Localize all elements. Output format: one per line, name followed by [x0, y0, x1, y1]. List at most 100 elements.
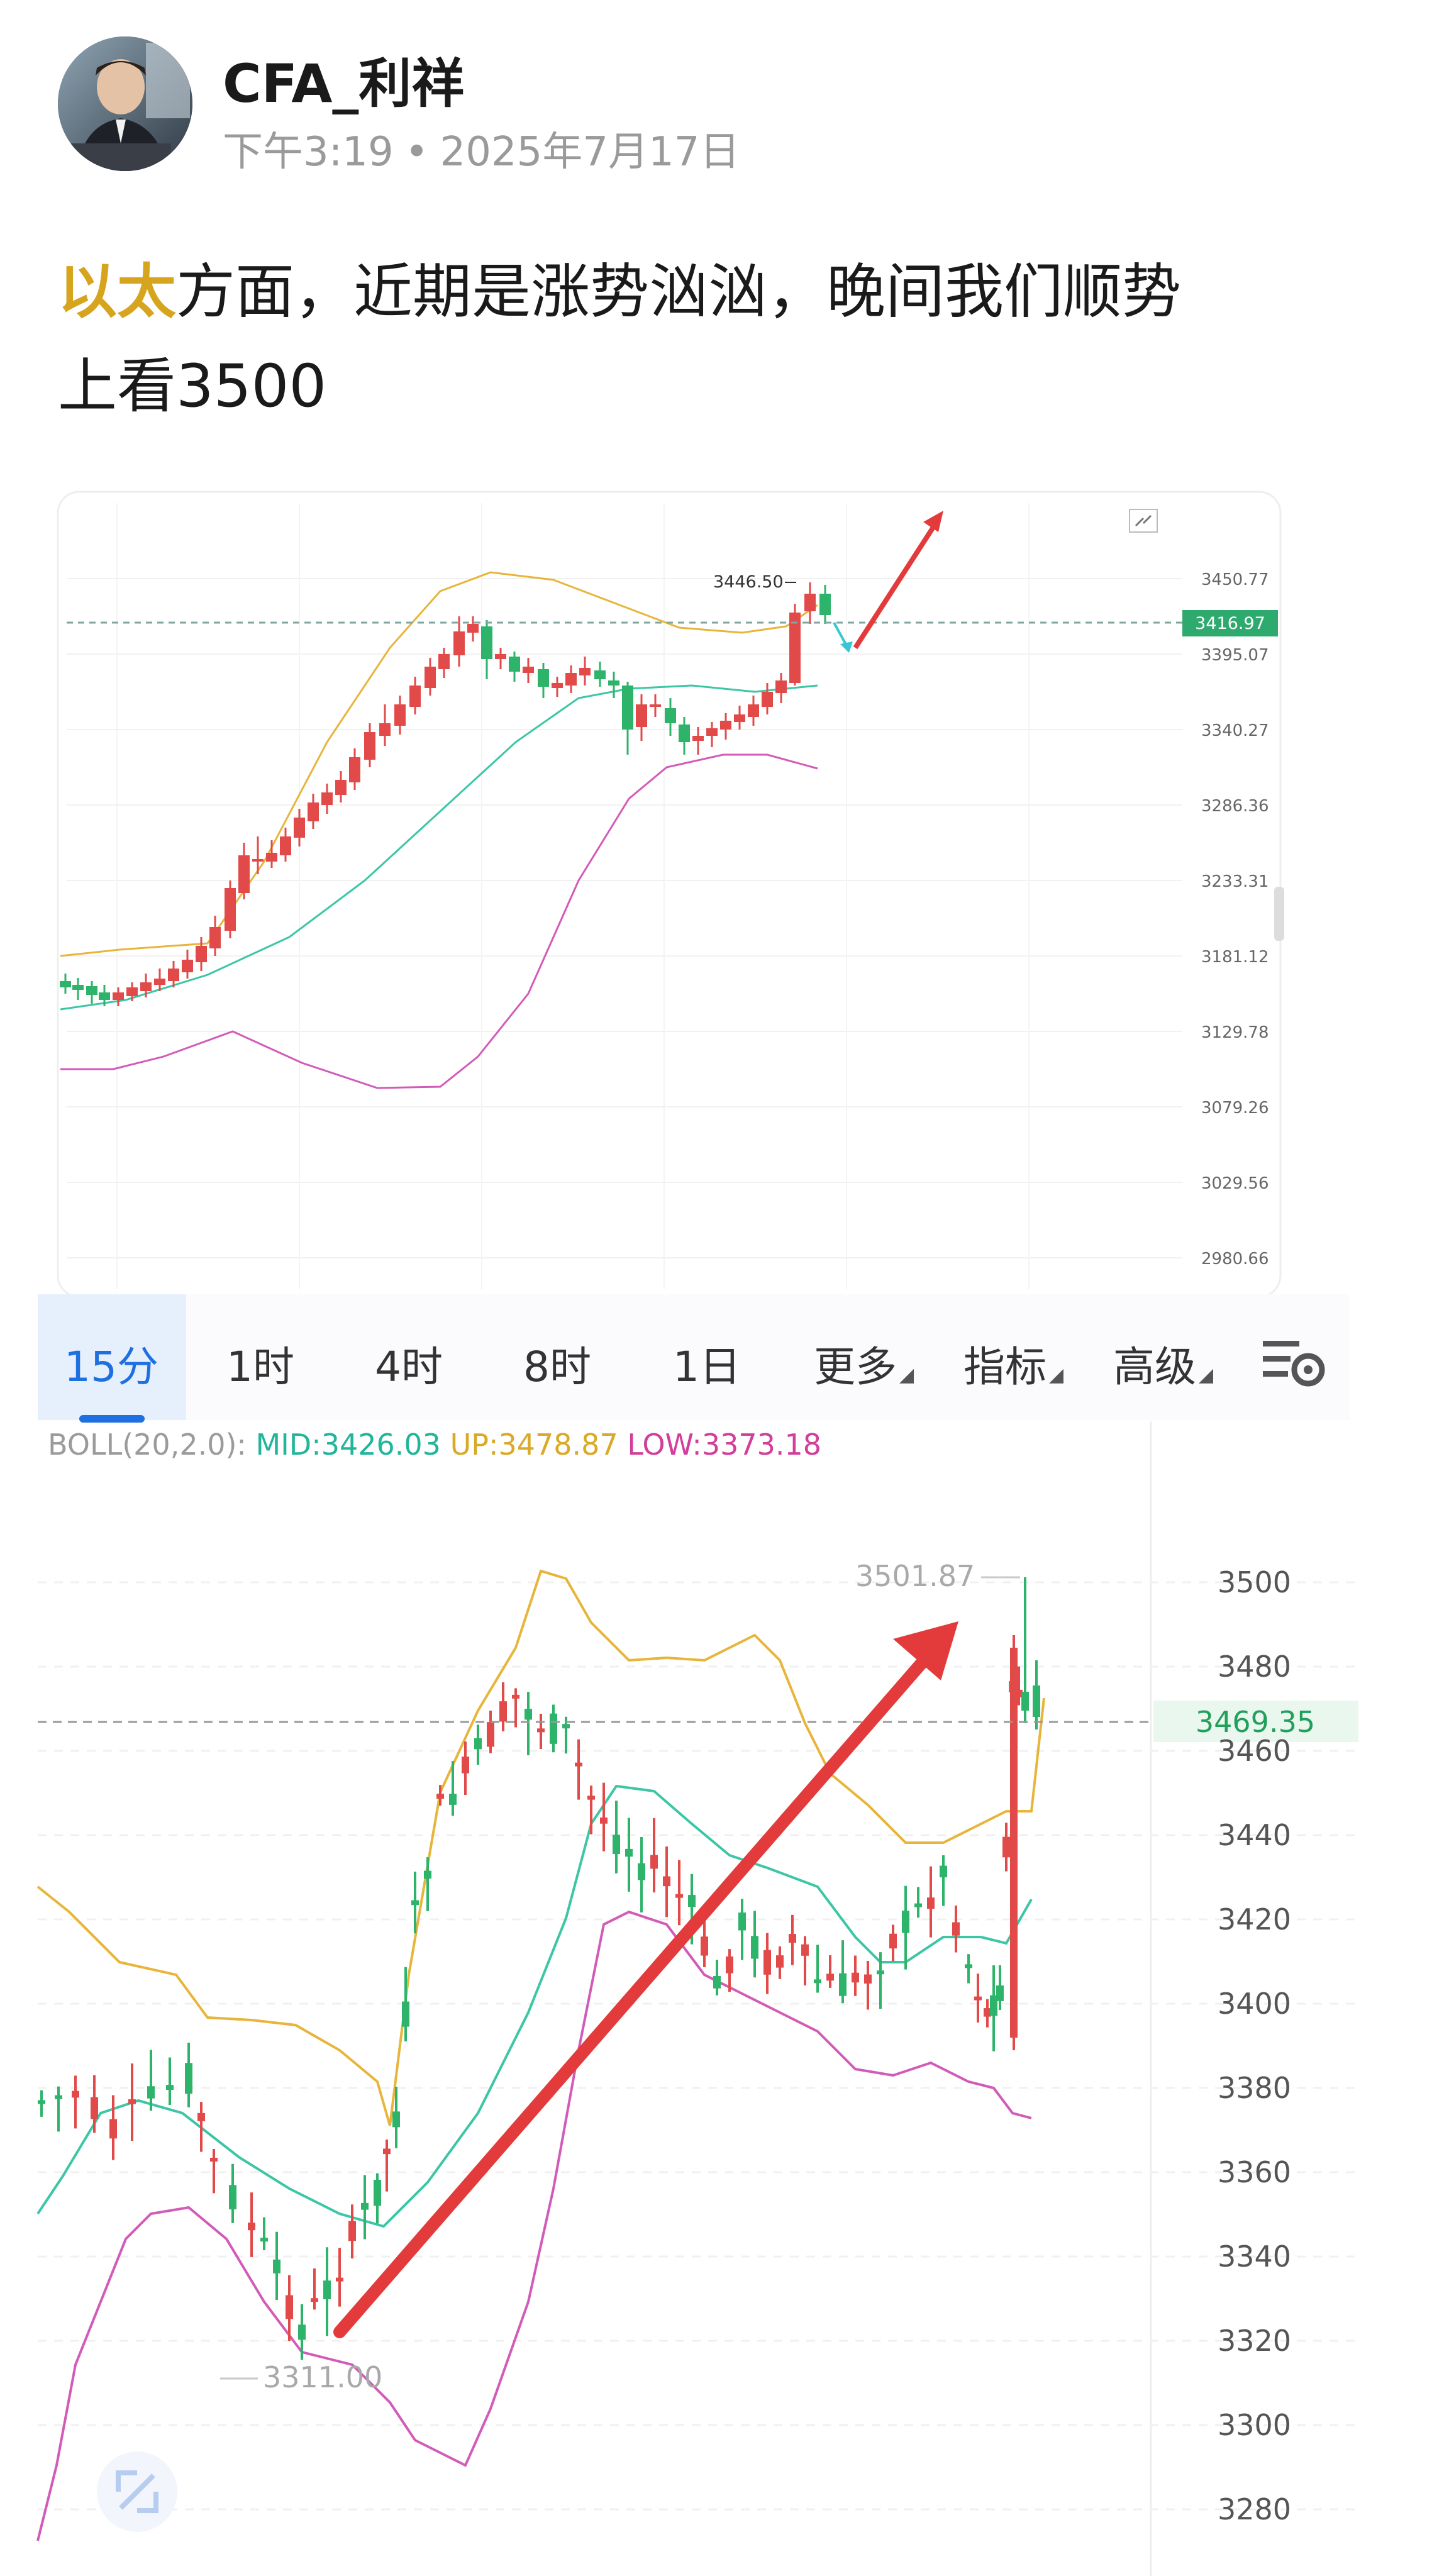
chart2-candle — [726, 1956, 733, 1974]
tab-15m[interactable]: 15分 — [64, 1343, 158, 1391]
chart2-candle — [537, 1728, 545, 1733]
chart1-candle — [467, 624, 479, 633]
chart2-candle — [392, 2111, 400, 2128]
tab-4h[interactable]: 4时 — [375, 1343, 443, 1391]
post-date: 2025年7月17日 — [440, 129, 740, 175]
chart1-candle — [565, 673, 577, 686]
chart2-candle — [512, 1694, 519, 1699]
chart2-candle — [864, 1974, 872, 1984]
chart1-candle — [538, 669, 549, 687]
chart2-candle — [974, 1996, 982, 2001]
boll-indicator-line: BOLL(20,2.0): MID:3426.03 UP:3478.87 LOW… — [48, 1428, 821, 1462]
chart1-candle — [321, 792, 333, 805]
chart1-candle — [804, 594, 816, 611]
chart2-candle — [996, 1985, 1004, 2001]
chart2-candle — [738, 1913, 746, 1931]
chart2-candle — [650, 1855, 658, 1869]
chart2-price-tag-bg — [1153, 1701, 1358, 1742]
chart2-candle — [814, 1979, 821, 1984]
chart2-candle — [701, 1936, 708, 1956]
chart1-candle — [349, 757, 360, 782]
chart2-y-tick: 3300 — [1218, 2408, 1291, 2442]
chart2-candle — [789, 1934, 796, 1943]
chart2-candle — [600, 1817, 608, 1824]
chart2-candle — [940, 1865, 947, 1878]
chart2-boll-lower — [36, 1910, 1032, 2541]
chart1-candle — [280, 836, 291, 855]
chart1-candle — [453, 631, 465, 655]
chart2-price-tag: 3469.35 — [1196, 1705, 1315, 1739]
chart2-candle — [248, 2223, 255, 2231]
chart1-candle — [775, 680, 787, 693]
chart2-candle — [826, 1974, 834, 1981]
boll-mid: MID:3426.03 — [255, 1428, 441, 1462]
chart1-expand-icon[interactable] — [1129, 509, 1158, 533]
chart2-boll-upper — [36, 1569, 1045, 2126]
chart1-candle — [789, 613, 801, 683]
post-time: 下午3:19 — [223, 129, 394, 175]
chart2-y-tick: 3380 — [1218, 2071, 1291, 2105]
chart2-candle — [197, 2112, 205, 2121]
tab-8h[interactable]: 8时 — [523, 1343, 591, 1391]
chart2-y-tick: 3360 — [1218, 2155, 1291, 2189]
chart1-boll-lower — [60, 753, 818, 1089]
tab-more[interactable]: 更多 ◢ — [814, 1333, 914, 1394]
chart1-y-tick: 3395.07 — [1201, 646, 1269, 665]
timeframe-toolbar: 15分 1时 4时 8时 1日 更多 ◢ 指标 ◢ 高级 ◢ — [38, 1294, 1350, 1423]
chart2-candle — [1033, 1685, 1040, 1717]
chart1-candle — [196, 946, 207, 962]
author-name[interactable]: CFA_利祥 — [223, 53, 465, 114]
chart1-small-cyan-arrow — [833, 622, 853, 653]
boll-low: LOW:3373.18 — [627, 1428, 822, 1462]
chart2-candle — [147, 2086, 155, 2099]
tab-advanced[interactable]: 高级 ◢ — [1113, 1333, 1213, 1394]
chart1-y-tick: 3181.12 — [1201, 948, 1269, 967]
chart1-candle — [140, 982, 152, 991]
tab-advanced-label: 高级 — [1113, 1343, 1196, 1391]
chart2-candle — [990, 1995, 997, 2016]
chart2-candle — [675, 1894, 683, 1898]
chart2-candle — [550, 1713, 557, 1744]
post-header: CFA_利祥 下午3:19 • 2025年7月17日 — [58, 36, 813, 175]
chart1-candle — [335, 780, 347, 795]
chart1-candle — [113, 992, 124, 1000]
tab-1d[interactable]: 1日 — [673, 1343, 741, 1391]
chart2-y-tick: 3400 — [1218, 1987, 1291, 2021]
chart2-candle — [298, 2324, 306, 2340]
fullscreen-icon[interactable] — [97, 2451, 177, 2532]
chart1-candle — [209, 927, 221, 948]
tab-1h[interactable]: 1时 — [226, 1343, 294, 1391]
chart1-up-arrow — [853, 511, 943, 650]
chart2-y-tick: 3440 — [1218, 1818, 1291, 1852]
chart2-up-arrow — [333, 1621, 958, 2338]
chart2-candle — [474, 1738, 482, 1750]
chart2-candle — [336, 2277, 343, 2282]
chart2-candle — [776, 1955, 784, 1968]
chart1-y-tick: 3079.26 — [1201, 1099, 1269, 1118]
post-highlight[interactable]: 以太 — [58, 258, 177, 326]
chart2-low-label: 3311.00 — [263, 2360, 382, 2394]
chart-settings-icon[interactable] — [1259, 1332, 1328, 1389]
chart1-high-label: 3446.50 — [713, 572, 784, 592]
chart1-candle — [72, 985, 84, 990]
chart1-candle — [425, 667, 436, 688]
author-avatar[interactable] — [58, 36, 192, 171]
tab-more-label: 更多 — [814, 1343, 897, 1391]
chart1-scroll-handle[interactable] — [1274, 887, 1284, 941]
chart1-candle — [438, 654, 450, 669]
tab-indicators[interactable]: 指标 ◢ — [963, 1333, 1063, 1394]
chart2-candle — [383, 2148, 391, 2155]
chart1-candle — [495, 654, 506, 659]
chart1-candle — [720, 721, 731, 730]
chart1-y-tick: 3029.56 — [1201, 1174, 1269, 1193]
chart1-candle — [706, 728, 718, 736]
chart2-candle — [424, 1870, 431, 1879]
chart1-candle — [364, 732, 375, 760]
chart1-candle — [238, 855, 250, 893]
chart2-candle — [487, 1722, 494, 1747]
chart1-candle — [168, 969, 179, 981]
chart2-candle — [109, 2119, 117, 2139]
chart2-candle — [374, 2180, 381, 2206]
